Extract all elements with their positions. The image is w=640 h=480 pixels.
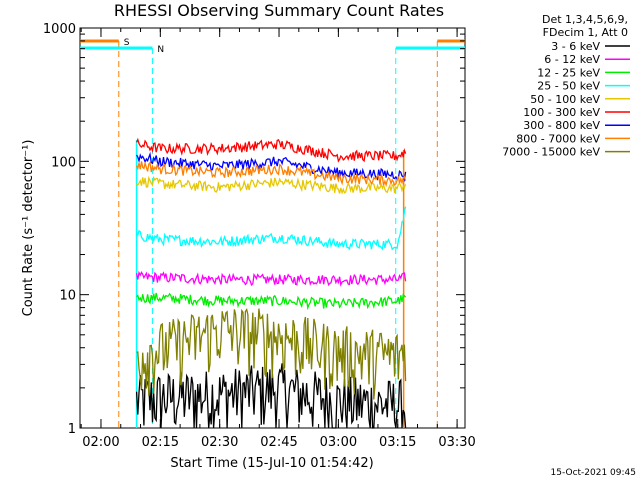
x-tick-label: 02:30 <box>201 435 238 450</box>
series-line-3 <box>136 206 407 251</box>
legend-entry-label: 800 - 7000 keV <box>516 132 600 145</box>
legend-entry-label: 300 - 800 keV <box>523 119 600 132</box>
x-tick-label: 02:45 <box>260 435 297 450</box>
x-tick-label: 02:15 <box>142 435 179 450</box>
x-tick-label: 02:00 <box>82 435 119 450</box>
legend-header-line: FDecim 1, Att 0 <box>543 26 628 39</box>
legend-entry-label: 100 - 300 keV <box>523 106 600 119</box>
series-line-7 <box>136 160 407 188</box>
series-line-8 <box>136 308 407 400</box>
chart-title: RHESSI Observing Summary Count Rates <box>114 1 444 20</box>
legend-entry-label: 12 - 25 keV <box>537 66 600 79</box>
series-line-0 <box>135 363 407 429</box>
legend-entry-label: 7000 - 15000 keV <box>502 146 600 159</box>
y-axis-ticks: 1 10 100 1000 <box>43 22 465 437</box>
legend-header-line: Det 1,3,4,5,6,9, <box>542 13 628 26</box>
x-tick-label: 03:30 <box>438 435 475 450</box>
plot-frame <box>79 27 466 429</box>
legend-entry-label: 6 - 12 keV <box>544 53 600 66</box>
x-tick-label: 03:00 <box>320 435 357 450</box>
x-axis-label: Start Time (15-Jul-10 01:54:42) <box>170 456 373 471</box>
legend-entry-label: 3 - 6 keV <box>551 40 600 53</box>
x-tick-label: 03:15 <box>379 435 416 450</box>
x-axis-ticks: 02:00 02:15 02:30 02:45 03:00 03:15 03:30 <box>80 28 476 450</box>
legend-entry-label: 50 - 100 keV <box>530 93 600 106</box>
series-line-5 <box>136 137 407 163</box>
series-line-1 <box>135 270 407 287</box>
series-line-4 <box>136 175 407 195</box>
saa-flag-label: S <box>124 38 130 48</box>
y-axis-label: Count Rate (s⁻¹ detector⁻¹) <box>21 140 36 317</box>
night-flag-label: N <box>157 45 164 55</box>
y-tick-label: 100 <box>51 155 76 170</box>
legend: Det 1,3,4,5,6,9,FDecim 1, Att 03 - 6 keV… <box>502 13 630 159</box>
series-line-2 <box>136 292 407 311</box>
series-group <box>135 137 407 429</box>
y-tick-label: 1 <box>68 422 76 437</box>
series-line-6 <box>136 151 407 182</box>
legend-entry-label: 25 - 50 keV <box>537 80 600 93</box>
footer-timestamp: 15-Oct-2021 09:45 <box>551 468 636 478</box>
flag-intervals: SN <box>80 38 465 428</box>
y-tick-label: 1000 <box>43 22 76 37</box>
y-tick-label: 10 <box>59 289 76 304</box>
